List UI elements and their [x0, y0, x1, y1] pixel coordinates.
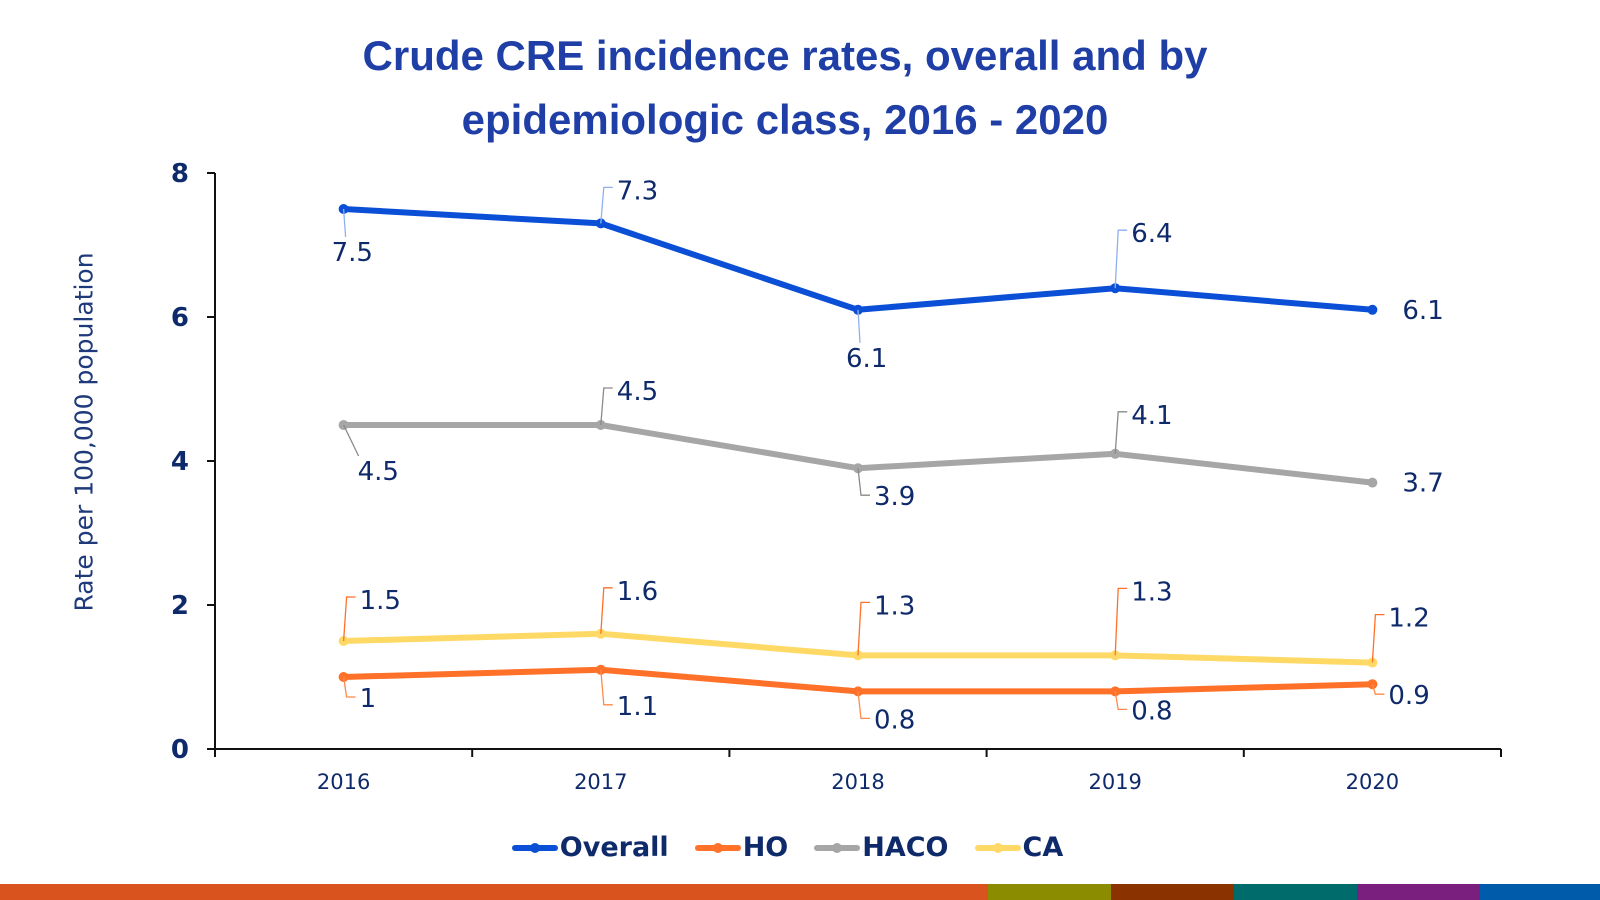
chart-title: Crude CRE incidence rates, overall and b…	[0, 24, 1570, 152]
y-tick-label: 8	[171, 159, 189, 189]
x-tick-label: 2018	[831, 770, 884, 794]
data-label: 0.8	[874, 705, 915, 735]
data-label: 4.1	[1131, 401, 1172, 431]
leader-line	[342, 596, 356, 642]
footer-color-bar	[0, 884, 1600, 900]
leader-line	[343, 424, 360, 457]
data-label: 4.5	[358, 457, 399, 487]
leader-line	[342, 676, 356, 698]
legend-item-haco: HACO	[814, 832, 949, 863]
chart-title-line-1: Crude CRE incidence rates, overall and b…	[362, 32, 1208, 79]
data-point	[1367, 477, 1378, 488]
footer-bar-segment	[988, 884, 1111, 900]
leader-line	[857, 309, 861, 343]
data-point	[1367, 304, 1378, 315]
leader-line	[1371, 684, 1385, 695]
data-label: 3.9	[874, 482, 915, 512]
data-label: 1.2	[1388, 604, 1429, 634]
leader-line	[600, 587, 613, 634]
leader-line	[600, 387, 613, 426]
y-tick-label: 0	[171, 735, 189, 765]
legend-swatch	[814, 842, 861, 853]
chart-title-line-2: epidemiologic class, 2016 - 2020	[461, 96, 1109, 143]
x-tick-label: 2017	[574, 770, 627, 794]
data-label: 1.1	[617, 692, 658, 722]
footer-bar-segment	[0, 884, 988, 900]
data-label: 1	[360, 684, 377, 714]
leader-line	[1114, 229, 1128, 289]
data-label: 3.7	[1402, 469, 1443, 499]
leader-line	[1371, 613, 1385, 663]
leader-line	[1114, 587, 1128, 656]
y-tick-label: 4	[171, 447, 189, 477]
data-label: 0.8	[1131, 696, 1172, 726]
legend-label: CA	[1022, 832, 1064, 863]
x-tick-label: 2019	[1088, 770, 1141, 794]
leader-line	[600, 186, 613, 224]
footer-bar-segment	[1357, 884, 1480, 900]
data-label: 6.1	[846, 344, 887, 374]
legend-swatch	[974, 842, 1021, 853]
footer-bar-segment	[1234, 884, 1357, 900]
data-label: 1.5	[360, 586, 401, 616]
leader-line	[857, 468, 870, 496]
legend-item-overall: Overall	[511, 832, 669, 863]
leader-line	[1114, 411, 1128, 454]
legend-item-ho: HO	[694, 832, 789, 863]
leader-line	[857, 601, 870, 656]
legend: Overall HO HACO CA	[0, 832, 1575, 863]
data-label: 6.1	[1402, 296, 1443, 326]
data-label: 6.4	[1131, 219, 1172, 249]
leader-line	[1114, 691, 1128, 711]
leader-line	[600, 669, 613, 706]
y-tick-label: 2	[171, 591, 189, 621]
y-tick-label: 6	[171, 303, 189, 333]
data-label: 1.3	[1131, 577, 1172, 607]
leader-line	[857, 691, 870, 720]
data-label: 7.3	[617, 176, 658, 206]
legend-label: Overall	[559, 832, 669, 863]
data-label: 1.6	[617, 577, 658, 607]
series-line-overall	[340, 206, 1376, 313]
legend-label: HO	[742, 832, 789, 863]
footer-bar-segment	[1480, 884, 1600, 900]
legend-swatch	[511, 842, 558, 853]
data-label: 7.5	[332, 238, 373, 268]
x-tick-label: 2016	[317, 770, 370, 794]
data-label: 0.9	[1388, 681, 1429, 711]
data-label: 4.5	[617, 377, 658, 407]
x-tick-label: 2020	[1346, 770, 1399, 794]
legend-swatch	[694, 842, 741, 853]
leader-line	[342, 208, 347, 238]
legend-item-ca: CA	[974, 832, 1064, 863]
legend-label: HACO	[862, 832, 949, 863]
data-label: 1.3	[874, 591, 915, 621]
footer-bar-segment	[1111, 884, 1234, 900]
